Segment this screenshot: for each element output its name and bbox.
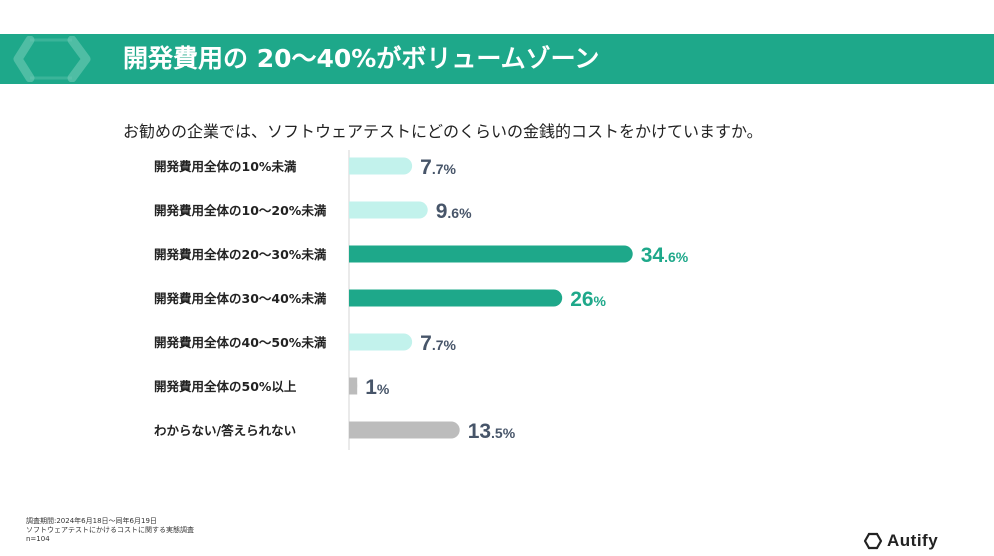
bar [349,157,413,175]
data-label: 34.6% [641,244,689,267]
footer-line: n=104 [26,535,50,543]
category-label: 開発費用全体の10%未満 [154,159,297,174]
category-label: 開発費用全体の20〜30%未満 [154,247,327,262]
bar [349,245,633,263]
category-label: 開発費用全体の30〜40%未満 [154,291,327,306]
autify-logo: Autify [862,530,938,552]
bar-base [349,289,358,307]
bar [349,201,428,219]
footer-line: ソフトウェアテストにかけるコストに関する実態調査 [26,526,194,534]
bar-base [349,333,358,351]
footer-line: 調査期間:2024年6月18日〜同年6月19日 [26,517,157,525]
data-label: 9.6% [436,200,472,223]
bar-base [349,201,358,219]
bar-base [349,245,358,263]
bar [349,333,413,351]
data-label: 7.7% [420,156,456,179]
bar-base [349,421,358,439]
data-label: 13.5% [468,420,516,443]
bar [349,421,460,439]
chevron-deco-icon [13,36,91,82]
category-label: 開発費用全体の10〜20%未満 [154,203,327,218]
category-label: 開発費用全体の50%以上 [154,379,297,394]
category-label: 開発費用全体の40〜50%未満 [154,335,327,350]
data-label: 26% [570,288,606,311]
page-title: 開発費用の 20〜40%がボリュームゾーン [123,44,600,73]
data-label: 1% [365,376,390,399]
bar-base [349,377,358,395]
bar-chart: 開発費用全体の10%未満 7.7% 開発費用全体の10〜20%未満 9.6% 開発費用全… [154,150,689,450]
autify-logo-icon [863,532,883,550]
footer-notes: 調査期間:2024年6月18日〜同年6月19日 ソフトウェアテストにかけるコスト… [26,517,236,544]
bar [349,289,563,307]
bar-base [349,157,358,175]
title-banner: 開発費用の 20〜40%がボリュームゾーン [0,34,994,84]
survey-question: お勧めの企業では、ソフトウェアテストにどのくらいの金銭的コストをかけていますか。 [123,122,763,141]
logo-text: Autify [887,531,939,550]
category-label: わからない/答えられない [154,423,296,438]
data-label: 7.7% [420,332,456,355]
